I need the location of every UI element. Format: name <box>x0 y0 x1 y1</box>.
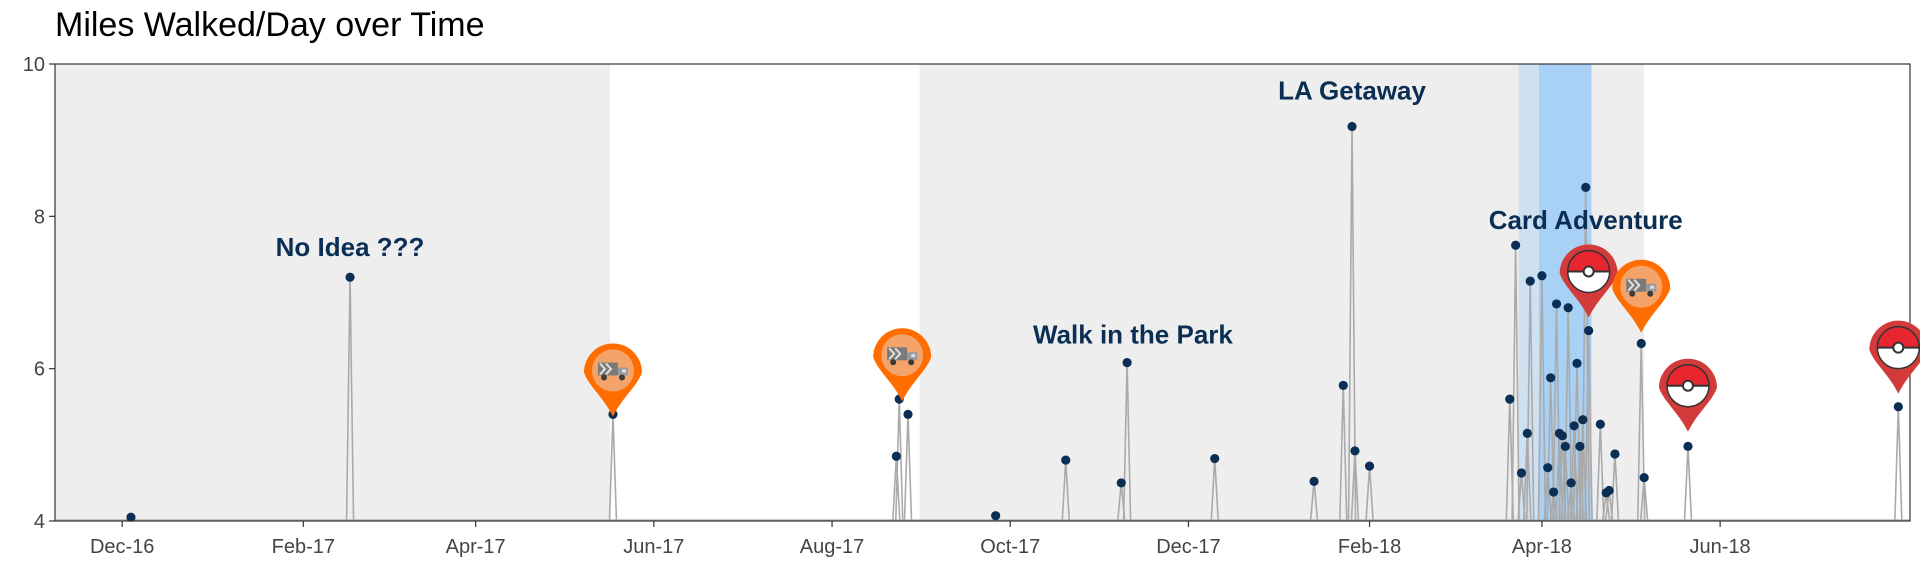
data-point <box>1546 373 1556 383</box>
map-markers <box>583 244 1920 432</box>
pokeball-map-pin-icon <box>1559 244 1618 318</box>
x-tick-label: Dec-16 <box>90 536 154 558</box>
annotation-label: No Idea ??? <box>276 232 425 262</box>
y-tick-label: 10 <box>23 54 45 76</box>
pokeball-top <box>1567 250 1610 272</box>
data-point <box>1549 487 1559 497</box>
data-point <box>1683 441 1693 451</box>
x-tick-label: Aug-17 <box>800 536 865 558</box>
chart-title: Miles Walked/Day over Time <box>55 6 485 44</box>
x-tick-label: Feb-17 <box>272 536 335 558</box>
truck-arrows <box>1627 279 1641 292</box>
data-point <box>1505 394 1515 404</box>
x-tick-label: Feb-18 <box>1338 536 1401 558</box>
pokeball-top <box>1877 326 1920 348</box>
y-tick-label: 8 <box>34 206 45 228</box>
data-point <box>1639 472 1649 483</box>
plot-border <box>54 63 1911 522</box>
y-tick-label: 4 <box>34 511 45 533</box>
data-point <box>1560 441 1570 451</box>
plot-frame <box>54 63 1911 522</box>
truck-map-pin-icon <box>583 343 642 417</box>
data-point <box>1338 380 1348 391</box>
data-point <box>991 511 1001 521</box>
truck-window <box>911 354 916 358</box>
data-point <box>1557 431 1567 441</box>
truck-wheel <box>618 374 625 381</box>
data-point <box>1893 402 1903 412</box>
truck-wheel <box>1629 290 1636 297</box>
data-point <box>1543 463 1553 473</box>
data-point <box>345 272 355 282</box>
pokeball-button <box>1582 265 1595 278</box>
data-point <box>1347 121 1357 132</box>
data-point <box>1575 441 1585 451</box>
truck-map-pin-icon <box>1612 259 1671 333</box>
pokeball-button <box>1681 379 1694 392</box>
pokeball-map-pin-icon <box>1869 320 1920 394</box>
data-point <box>1122 357 1132 368</box>
x-tick-label: Jun-17 <box>623 536 684 558</box>
data-point <box>1350 446 1360 456</box>
data-point <box>1578 415 1588 425</box>
pokeball-button <box>1892 341 1905 354</box>
x-tick-label: Apr-18 <box>1512 536 1572 558</box>
truck-window <box>621 369 626 373</box>
annotations: No Idea ??? Walk in the Park LA Getaway Car… <box>276 76 1683 350</box>
data-point <box>1584 325 1594 336</box>
data-point <box>1516 468 1527 478</box>
data-point <box>1116 478 1126 488</box>
data-point <box>1563 303 1573 313</box>
truck-map-pin-icon <box>873 328 932 402</box>
annotation-label: Card Adventure <box>1489 205 1683 235</box>
data-point <box>1636 338 1646 349</box>
x-tick-label: Oct-17 <box>980 536 1040 558</box>
data-point <box>1511 240 1521 250</box>
data-point <box>1364 461 1375 471</box>
shaded-region <box>919 64 1519 521</box>
truck-wheel <box>890 359 897 366</box>
pokeball-top <box>1666 364 1709 386</box>
data-point <box>1551 299 1562 309</box>
data-point <box>1604 485 1614 496</box>
truck-arrows <box>888 347 902 360</box>
truck-wheel <box>908 359 915 366</box>
data-point <box>1210 453 1220 464</box>
data-point <box>1525 276 1535 286</box>
data-point <box>1061 455 1071 465</box>
annotation-label: LA Getaway <box>1278 76 1426 106</box>
y-tick-label: 6 <box>34 359 45 381</box>
annotation-label: Walk in the Park <box>1033 319 1233 349</box>
truck-arrows <box>599 362 613 376</box>
axes: 4 6 8 10 Dec-16 Feb-17 Apr-17 Jun-17 Aug-17 Oct-1… <box>23 54 1751 558</box>
x-tick-label: Apr-17 <box>446 536 506 558</box>
data-point <box>1572 358 1582 368</box>
data-point <box>1537 271 1547 281</box>
truck-window <box>1650 285 1655 289</box>
truck-wheel <box>600 374 607 381</box>
data-point <box>891 451 901 461</box>
data-point <box>1566 478 1576 488</box>
series-points <box>126 121 1903 522</box>
data-point <box>903 409 913 419</box>
pokeball-outline <box>1566 249 1611 294</box>
data-point <box>1522 428 1532 439</box>
data-point <box>1610 449 1620 459</box>
pokeball-map-pin-icon <box>1658 358 1717 432</box>
pokeball-outline <box>1666 363 1710 408</box>
data-point <box>126 512 136 522</box>
shaded-region <box>55 64 611 521</box>
pokeball-outline <box>1876 325 1920 370</box>
data-point <box>1595 419 1605 429</box>
shaded-region <box>1518 64 1539 521</box>
x-tick-label: Jun-18 <box>1690 536 1751 558</box>
data-point <box>1581 182 1591 192</box>
data-point <box>1309 476 1319 486</box>
truck-wheel <box>1647 290 1654 297</box>
x-tick-label: Dec-17 <box>1156 536 1220 558</box>
data-point <box>1569 421 1579 431</box>
